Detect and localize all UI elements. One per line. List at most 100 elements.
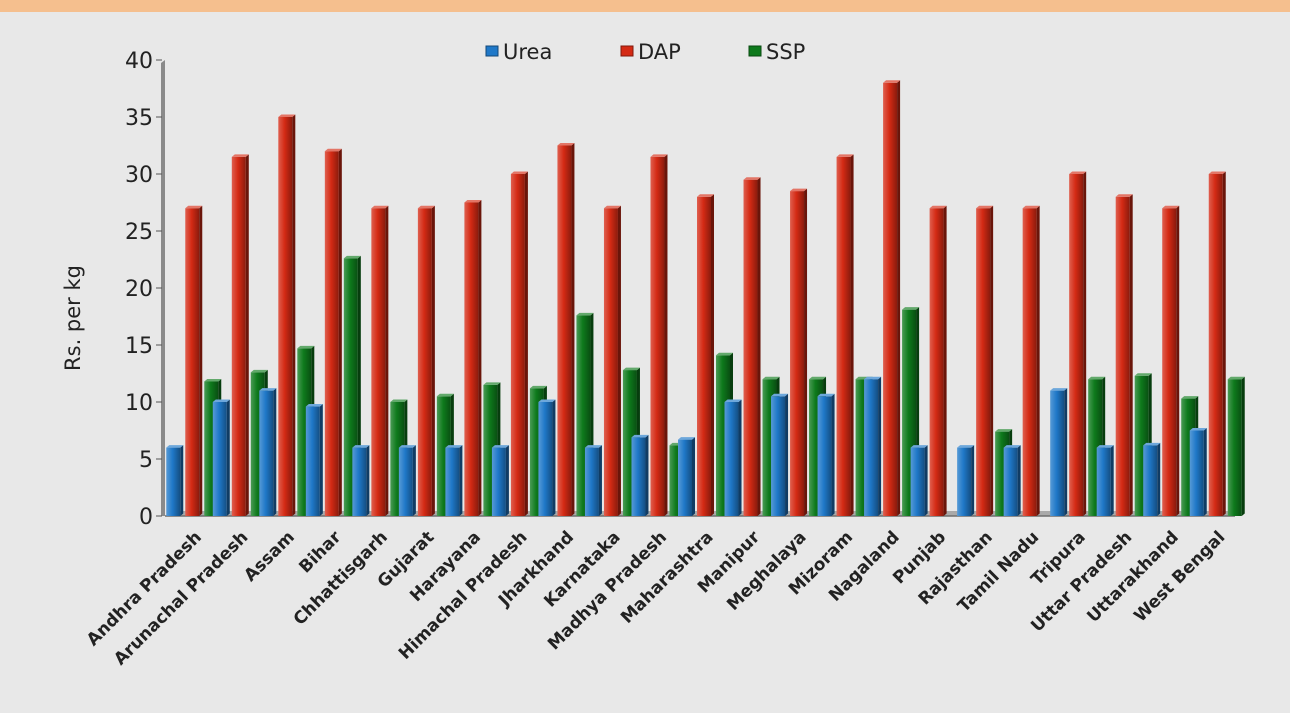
bar-top [650,154,668,157]
bar-top [790,188,808,192]
bar-face [864,379,879,516]
bar-top [212,399,230,402]
bar-face [464,202,479,516]
bar-side [878,376,882,516]
legend-label-dap: DAP [638,40,681,64]
bar-top [464,200,482,203]
bar-side [1129,194,1133,517]
bar-urea-assam [259,388,277,516]
bar-face [510,174,525,516]
bar-top [259,388,277,391]
bar-face [910,447,925,516]
bar-side [385,205,389,516]
bar-urea-andhra-pradesh [166,445,184,516]
bar-top [631,434,649,438]
bar-side [226,399,230,516]
bar-dap-tamil-nadu [1022,205,1040,516]
bar-top [1115,194,1133,197]
bar-side [943,205,947,516]
bar-side [524,171,528,516]
bar-top [809,376,827,380]
bar-top [390,399,408,402]
bar-side [850,154,854,516]
bar-top [538,399,556,402]
bar-dap-harayana [464,200,482,516]
bar-top [1181,396,1199,399]
bar-top [1162,205,1180,209]
bar-top [576,312,594,316]
bar-side [1064,388,1068,516]
bar-side [571,143,575,516]
bar-face [743,179,758,516]
bar-top [836,154,854,157]
bar-face [1162,208,1177,516]
bar-face [352,447,367,516]
bar-face [557,145,572,516]
y-tick-label: 0 [139,505,153,530]
bar-top [1069,171,1087,174]
bar-side [617,205,621,516]
bar-urea-chhattisgarh [352,445,370,516]
bar-top [864,376,882,380]
bar-face [324,151,339,516]
bar-top [883,80,901,83]
bar-top [910,445,928,448]
bar-face [371,208,386,516]
bar-side [897,80,901,517]
bar-urea-maharashtra [678,437,695,516]
bar-urea-west-bengal [1189,428,1207,516]
category-label: Assam [240,527,298,585]
bar-face [259,390,274,516]
bar-face [1069,174,1084,516]
bar-face [678,439,692,516]
bar-face [305,406,320,516]
y-tick-label: 10 [125,391,153,416]
bar-top [278,114,296,117]
bar-urea-punjab [910,445,928,516]
bar-side [1083,171,1087,516]
y-tick-label: 25 [125,220,153,245]
bar-ssp-west-bengal [1227,376,1245,516]
bar-face [1115,196,1130,517]
bar-top [398,445,416,448]
y-tick-label: 15 [125,334,153,359]
bar-dap-west-bengal [1208,171,1226,516]
bar-urea-nagaland [864,376,882,516]
y-axis-label: Rs. per kg [61,265,85,371]
y-tick-label: 20 [125,277,153,302]
bar-urea-gujarat [398,445,416,516]
bar-face [631,437,646,516]
bar-face [697,196,711,517]
bar-top [957,445,975,448]
bar-side [738,399,742,516]
bar-face [1143,445,1158,516]
legend-label-urea: Urea [503,40,552,64]
bar-face [957,447,972,516]
bar-top [724,399,742,402]
bar-side [199,205,203,516]
bar-side [785,393,789,516]
bar-urea-jharkhand [538,399,556,516]
bar-side [180,445,184,516]
bar-top [622,367,640,371]
bar-face [1050,390,1065,516]
bar-side [804,188,808,516]
bar-face [398,447,413,516]
bar-top [1003,445,1021,448]
bar-top [510,171,528,174]
bar-urea-uttarakhand [1143,442,1161,516]
legend-swatch-dap [620,45,634,57]
bar-top [995,429,1013,432]
bar-top [678,437,695,440]
bar-face [836,156,851,516]
bar-top [716,352,733,356]
bar-side [711,194,714,517]
legend-swatch-ssp [748,45,762,57]
bar-top [1189,428,1207,431]
bar-dap-mizoram [836,154,854,516]
y-tick-label: 5 [139,448,153,473]
bar-top [371,205,389,209]
bar-top [584,445,602,448]
bar-side [990,205,994,516]
